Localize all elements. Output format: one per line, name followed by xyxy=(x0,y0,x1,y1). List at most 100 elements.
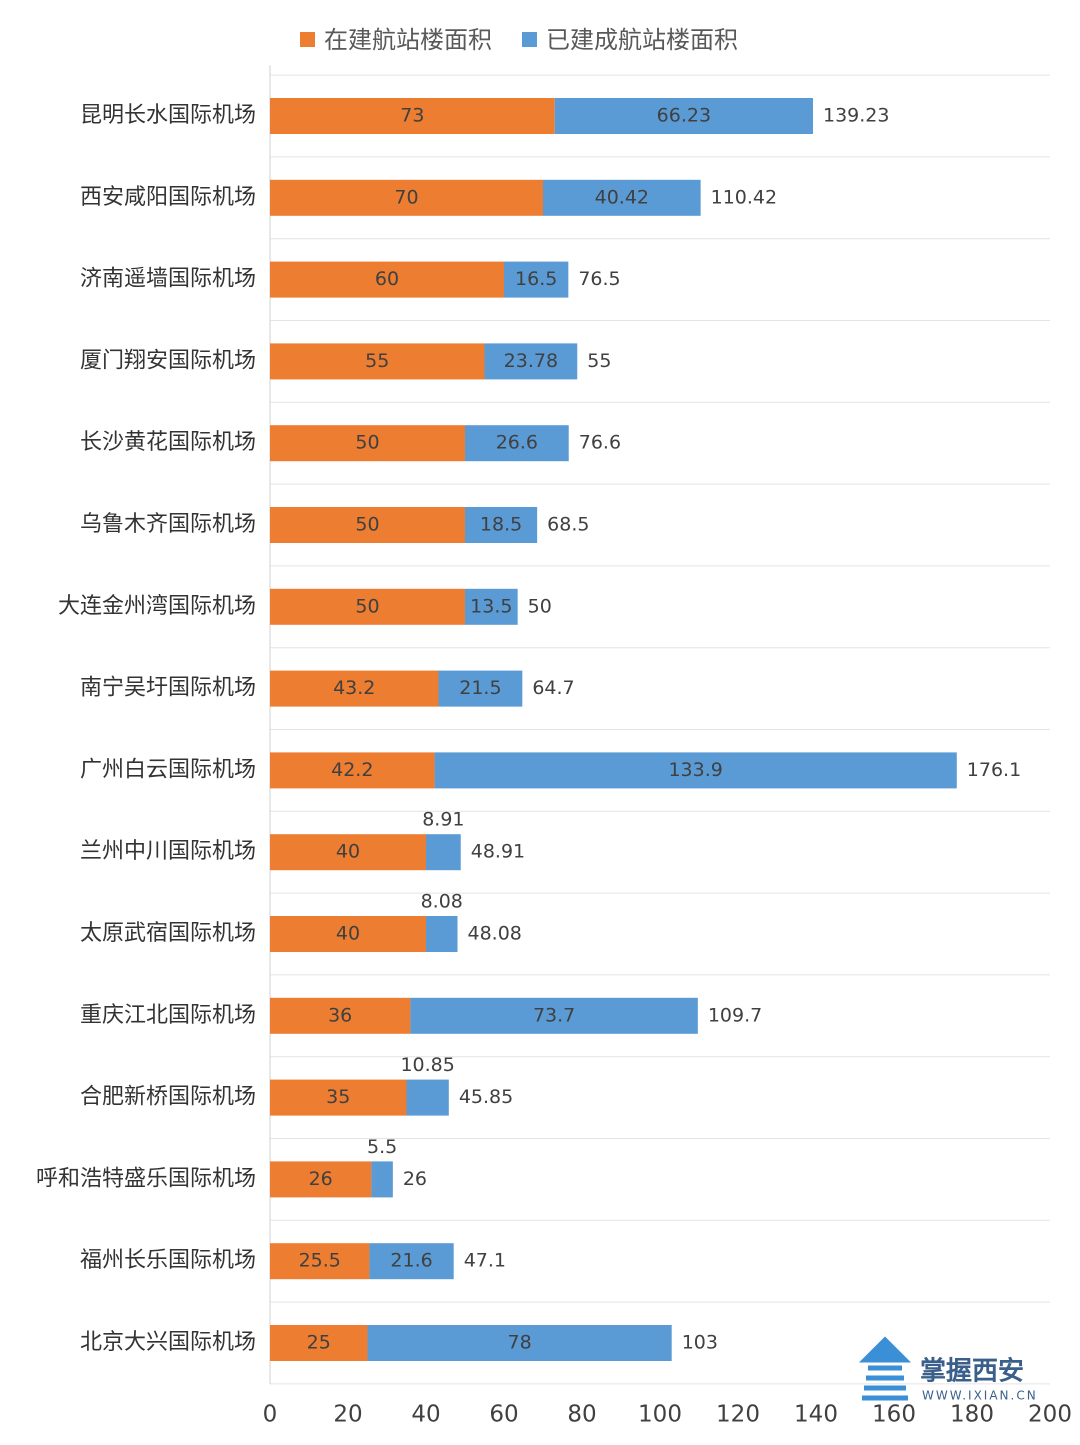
value-label: 16.5 xyxy=(515,268,557,290)
logo: 掌握西安 WWW.IXIAN.CN xyxy=(858,1336,1038,1403)
value-label: 78 xyxy=(508,1332,532,1354)
total-label: 47.1 xyxy=(464,1250,506,1272)
category-label: 北京大兴国际机场 xyxy=(80,1330,256,1355)
x-tick-label: 200 xyxy=(1028,1402,1072,1428)
bar-segment xyxy=(270,1079,407,1116)
category-label: 福州长乐国际机场 xyxy=(80,1248,256,1273)
bar-segment xyxy=(484,343,578,380)
bar-segment xyxy=(434,752,957,789)
legend-label: 已建成航站楼面积 xyxy=(546,26,738,54)
value-label: 73 xyxy=(400,105,424,127)
bar-segment xyxy=(270,588,465,625)
value-label: 21.6 xyxy=(390,1250,432,1272)
bar-segment xyxy=(554,98,813,134)
x-tick-label: 160 xyxy=(872,1402,916,1428)
total-label: 176.1 xyxy=(967,759,1021,781)
total-label: 109.7 xyxy=(708,1004,762,1026)
category-label: 兰州中川国际机场 xyxy=(80,839,256,864)
bar-segment xyxy=(270,425,465,462)
legend-swatch xyxy=(522,32,537,47)
value-label: 42.2 xyxy=(331,759,373,781)
category-label: 乌鲁木齐国际机场 xyxy=(80,512,256,537)
value-label: 40.42 xyxy=(595,186,649,208)
value-label: 5.5 xyxy=(367,1136,397,1158)
value-label: 36 xyxy=(328,1004,352,1026)
bar-segment xyxy=(270,343,485,380)
value-label: 10.85 xyxy=(400,1054,454,1076)
value-label: 40 xyxy=(336,923,360,945)
category-label: 济南遥墙国际机场 xyxy=(80,267,256,292)
total-label: 48.08 xyxy=(468,923,522,945)
bar-segment xyxy=(270,261,504,298)
x-tick-label: 80 xyxy=(567,1402,596,1428)
bar-segment xyxy=(270,997,411,1034)
category-label: 呼和浩特盛乐国际机场 xyxy=(36,1166,256,1191)
category-label: 长沙黄花国际机场 xyxy=(80,430,256,455)
x-tick-label: 180 xyxy=(950,1402,994,1428)
bar-segment xyxy=(270,1243,370,1280)
value-label: 18.5 xyxy=(480,514,522,536)
x-tick-label: 100 xyxy=(638,1402,682,1428)
legend-swatch xyxy=(300,32,315,47)
bar-segment xyxy=(465,425,569,462)
logo-name: 掌握西安 xyxy=(920,1357,1024,1387)
value-label: 43.2 xyxy=(333,677,375,699)
bar-segment xyxy=(270,507,465,543)
bar-segment xyxy=(410,997,698,1034)
total-label: 55 xyxy=(587,350,611,372)
bar-segment xyxy=(426,916,458,952)
value-label: 60 xyxy=(375,268,399,290)
value-label: 50 xyxy=(355,514,379,536)
bar-segment xyxy=(270,752,435,789)
value-label: 26.6 xyxy=(496,432,538,454)
value-label: 50 xyxy=(355,595,379,617)
category-label: 西安咸阳国际机场 xyxy=(80,185,256,210)
category-label: 南宁吴圩国际机场 xyxy=(80,676,256,701)
value-label: 66.23 xyxy=(657,105,711,127)
value-label: 73.7 xyxy=(533,1004,575,1026)
category-label: 昆明长水国际机场 xyxy=(80,103,256,128)
value-label: 55 xyxy=(365,350,389,372)
bar-segment xyxy=(465,588,518,625)
value-label: 70 xyxy=(394,186,418,208)
logo-url: WWW.IXIAN.CN xyxy=(922,1389,1038,1403)
bar-segment xyxy=(270,916,426,952)
bar-segment xyxy=(270,179,543,216)
total-label: 50 xyxy=(528,595,552,617)
category-label: 广州白云国际机场 xyxy=(80,757,256,782)
total-label: 76.5 xyxy=(578,268,620,290)
value-label: 25.5 xyxy=(299,1250,341,1272)
total-label: 68.5 xyxy=(547,514,589,536)
bar-segment xyxy=(270,670,439,707)
total-label: 103 xyxy=(682,1332,718,1354)
bar-segment xyxy=(369,1243,454,1280)
category-label: 合肥新桥国际机场 xyxy=(80,1085,256,1110)
bar-segment xyxy=(426,834,461,871)
bar-segment xyxy=(270,1161,372,1198)
value-label: 21.5 xyxy=(459,677,501,699)
x-tick-label: 60 xyxy=(489,1402,518,1428)
bar-segment xyxy=(367,1325,672,1361)
legend-label: 在建航站楼面积 xyxy=(324,26,492,54)
bar-segment xyxy=(270,98,555,134)
x-tick-label: 20 xyxy=(333,1402,362,1428)
total-label: 45.85 xyxy=(459,1086,513,1108)
x-tick-label: 0 xyxy=(263,1402,278,1428)
bar-segment xyxy=(465,507,538,543)
total-label: 48.91 xyxy=(471,841,525,863)
bar-segment xyxy=(543,179,701,216)
bar-segment xyxy=(504,261,569,298)
x-tick-label: 120 xyxy=(716,1402,760,1428)
value-label: 13.5 xyxy=(470,595,512,617)
value-label: 23.78 xyxy=(504,350,558,372)
value-label: 8.08 xyxy=(421,891,463,913)
category-label: 太原武宿国际机场 xyxy=(80,921,256,946)
bar-segment xyxy=(371,1161,393,1198)
category-label: 大连金州湾国际机场 xyxy=(58,594,256,619)
total-label: 139.23 xyxy=(823,105,889,127)
bar-segment xyxy=(438,670,523,707)
total-label: 76.6 xyxy=(579,432,621,454)
category-label: 重庆江北国际机场 xyxy=(80,1003,256,1028)
category-label: 厦门翔安国际机场 xyxy=(80,348,256,373)
